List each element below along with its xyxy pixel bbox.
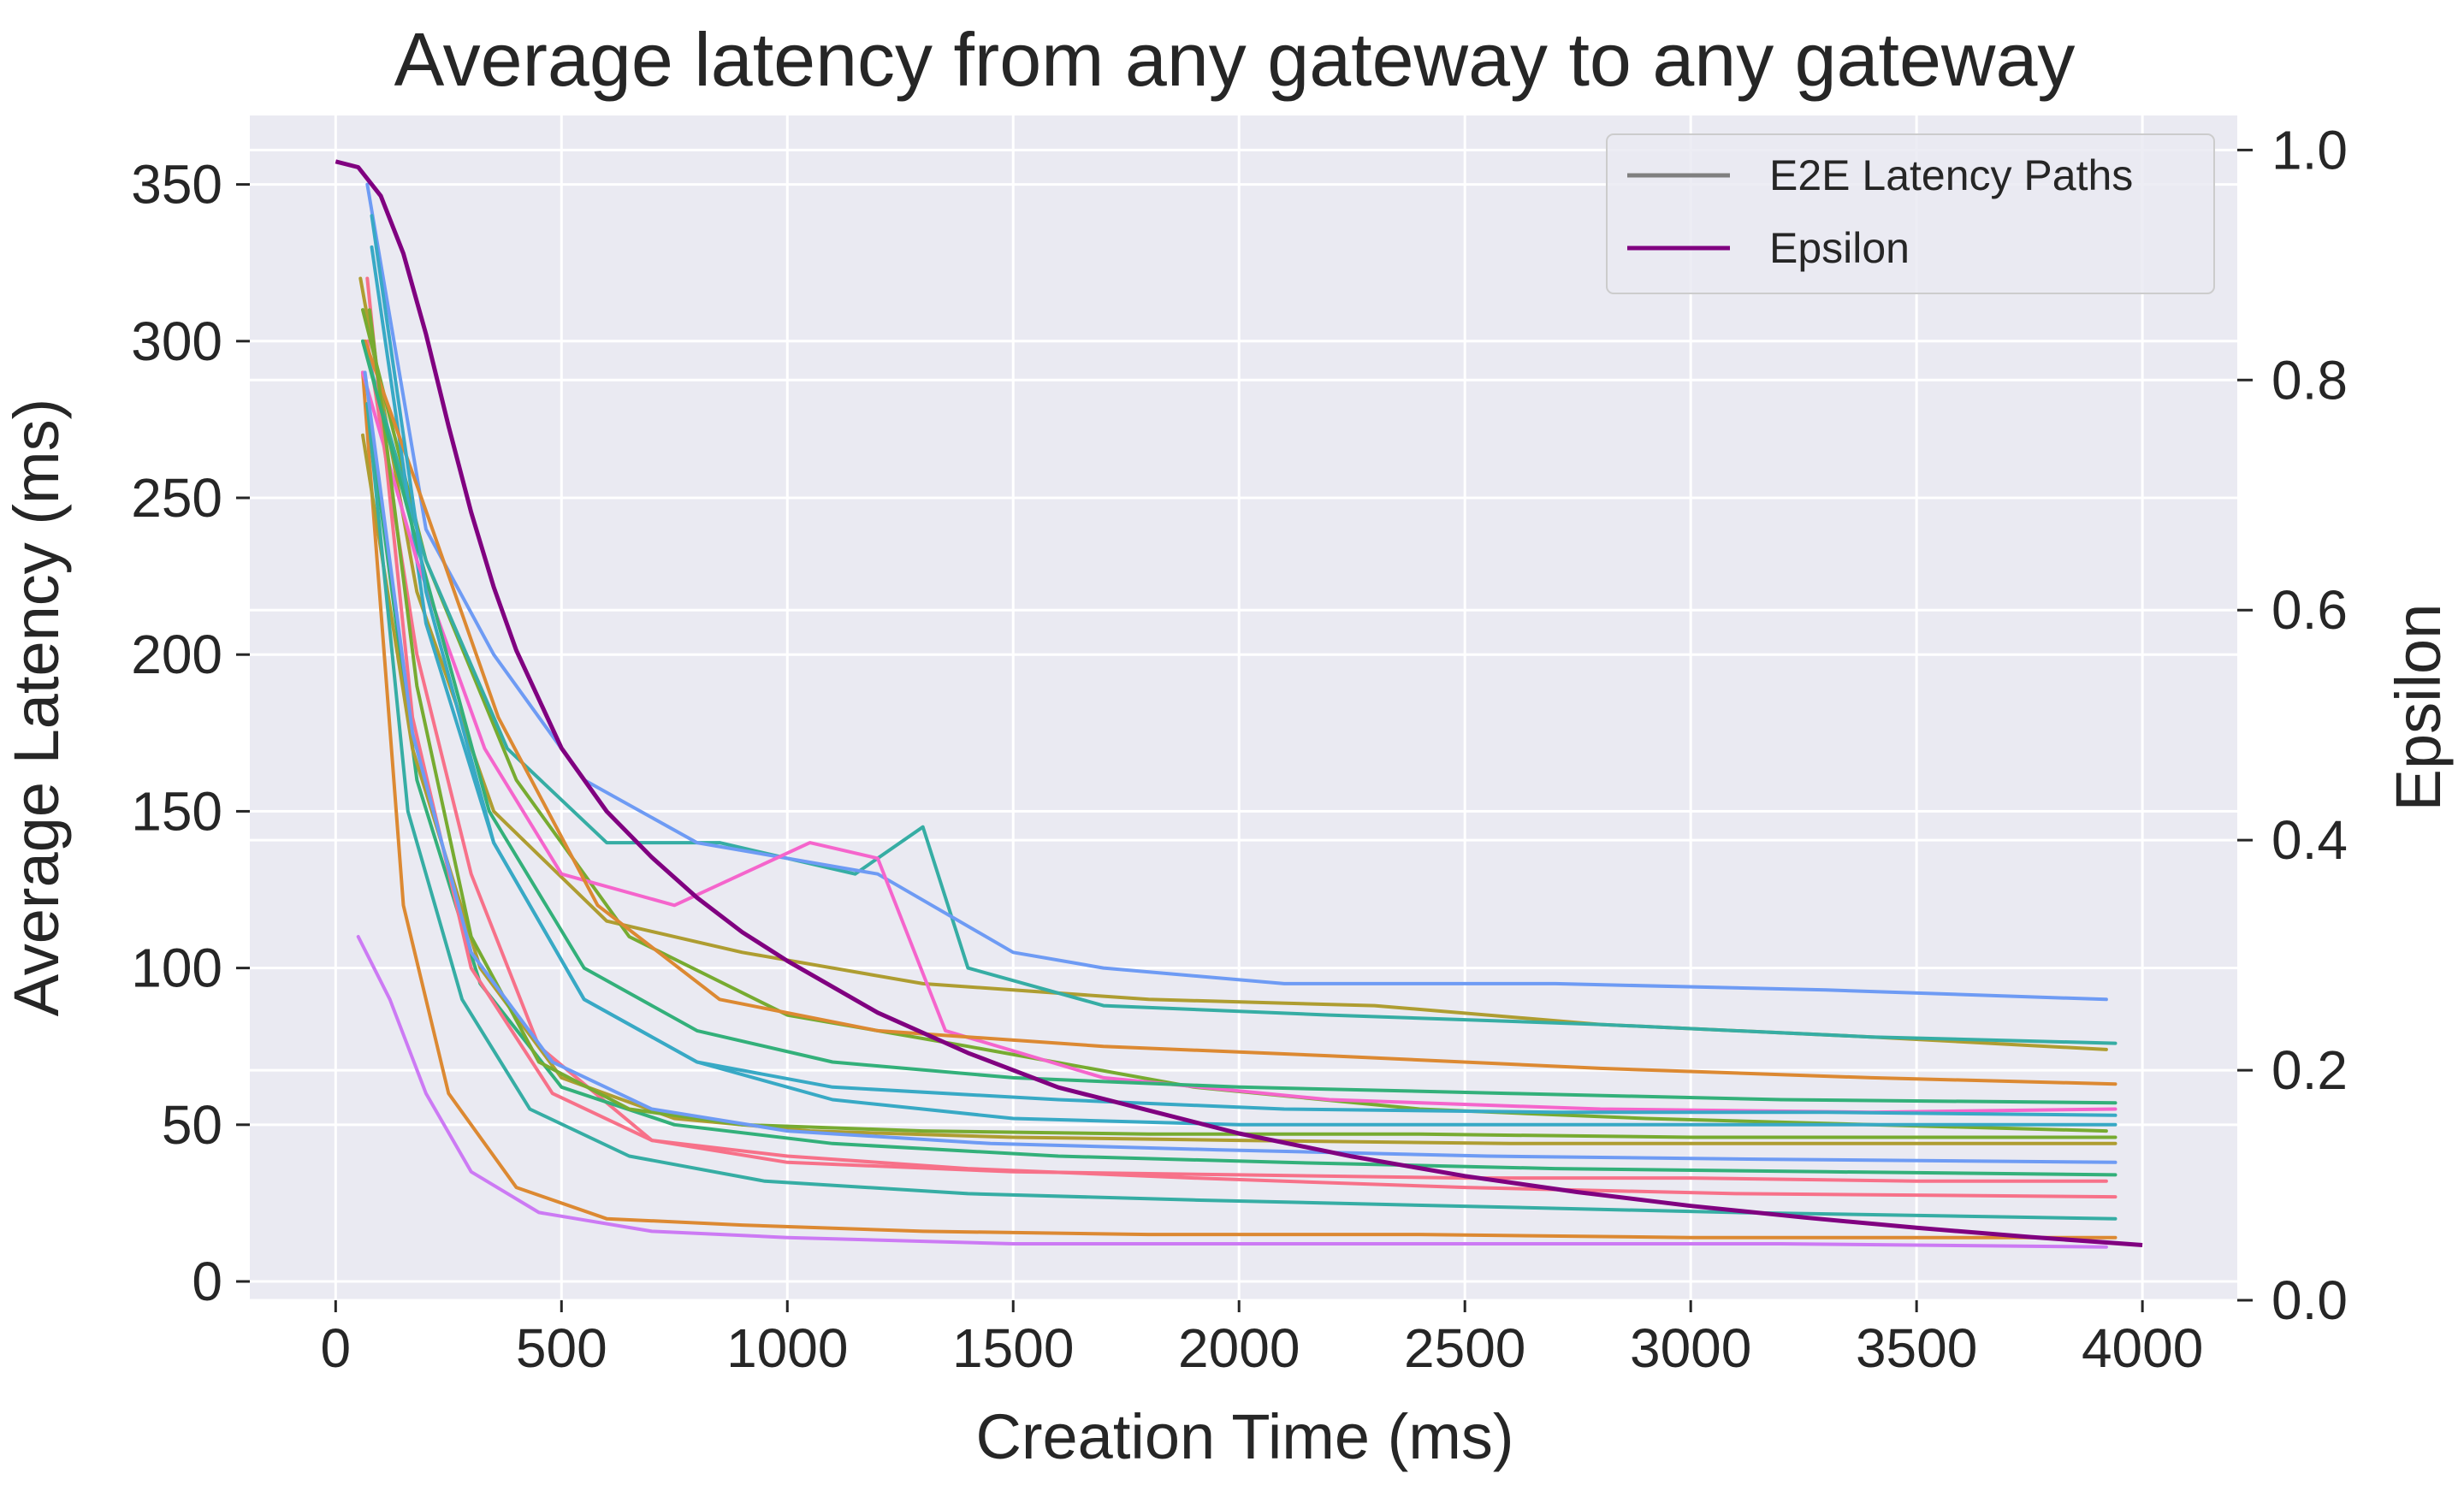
x-tick-label: 4000 bbox=[2082, 1317, 2203, 1379]
latency-path-series bbox=[361, 339, 2118, 1105]
latency-path-series bbox=[361, 308, 2108, 1133]
y-axis-title: Average Latency (ms) bbox=[1, 399, 72, 1017]
y2-tick-label: 1.0 bbox=[2272, 119, 2348, 180]
latency-path-series bbox=[370, 214, 2118, 1117]
y-tick-label: 350 bbox=[131, 154, 222, 216]
y-tick-label: 250 bbox=[131, 467, 222, 529]
y-tick-label: 150 bbox=[131, 780, 222, 842]
x-axis-title: Creation Time (ms) bbox=[975, 1401, 1513, 1472]
latency-path-series bbox=[365, 182, 2108, 1002]
y-tick-label: 100 bbox=[131, 938, 222, 999]
latency-path-series bbox=[363, 370, 2118, 1164]
latency-path-series bbox=[363, 339, 2118, 1086]
x-tick-label: 3000 bbox=[1630, 1317, 1751, 1379]
chart-title: Average latency from any gateway to any … bbox=[394, 17, 2076, 102]
x-tick-label: 3500 bbox=[1856, 1317, 1977, 1379]
y2-tick-label: 0.4 bbox=[2272, 809, 2348, 871]
y-tick-label: 300 bbox=[131, 311, 222, 372]
latency-path-series bbox=[370, 245, 2118, 1127]
y-tick-label: 0 bbox=[192, 1251, 222, 1312]
y2-tick-label: 0.2 bbox=[2272, 1039, 2348, 1101]
x-tick-label: 1500 bbox=[952, 1317, 1074, 1379]
latency-path-series bbox=[356, 935, 2108, 1249]
x-tick-label: 1000 bbox=[726, 1317, 848, 1379]
y2-tick-label: 0.6 bbox=[2272, 579, 2348, 641]
x-tick-label: 0 bbox=[321, 1317, 352, 1379]
y2-tick-label: 0.8 bbox=[2272, 349, 2348, 411]
legend-label-e2e-latency-paths: E2E Latency Paths bbox=[1769, 151, 2133, 199]
y2-tick-label: 0.0 bbox=[2272, 1269, 2348, 1331]
legend: E2E Latency Paths Epsilon bbox=[1606, 133, 2215, 294]
x-tick-label: 2500 bbox=[1404, 1317, 1525, 1379]
latency-path-series bbox=[361, 370, 2118, 1115]
epsilon-line bbox=[335, 159, 2143, 1247]
legend-frame bbox=[1606, 133, 2215, 294]
latency-path-series bbox=[361, 339, 2118, 1045]
latency-path-series bbox=[365, 339, 2108, 1183]
legend-label-epsilon: Epsilon bbox=[1769, 224, 1910, 272]
y-tick-label: 50 bbox=[162, 1094, 222, 1156]
axes-layer: 0 500 1000 1500 2000 2500 3000 3500 4000 0 50 100 15… bbox=[131, 119, 2348, 1379]
series-layer bbox=[335, 159, 2143, 1249]
y-tick-label: 200 bbox=[131, 624, 222, 685]
x-tick-label: 2000 bbox=[1178, 1317, 1300, 1379]
plot-area bbox=[250, 115, 2237, 1300]
latency-path-series bbox=[365, 402, 2118, 1221]
y2-axis-title: Epsilon bbox=[2383, 604, 2454, 812]
x-tick-label: 500 bbox=[516, 1317, 607, 1379]
latency-path-series bbox=[361, 370, 2118, 1240]
